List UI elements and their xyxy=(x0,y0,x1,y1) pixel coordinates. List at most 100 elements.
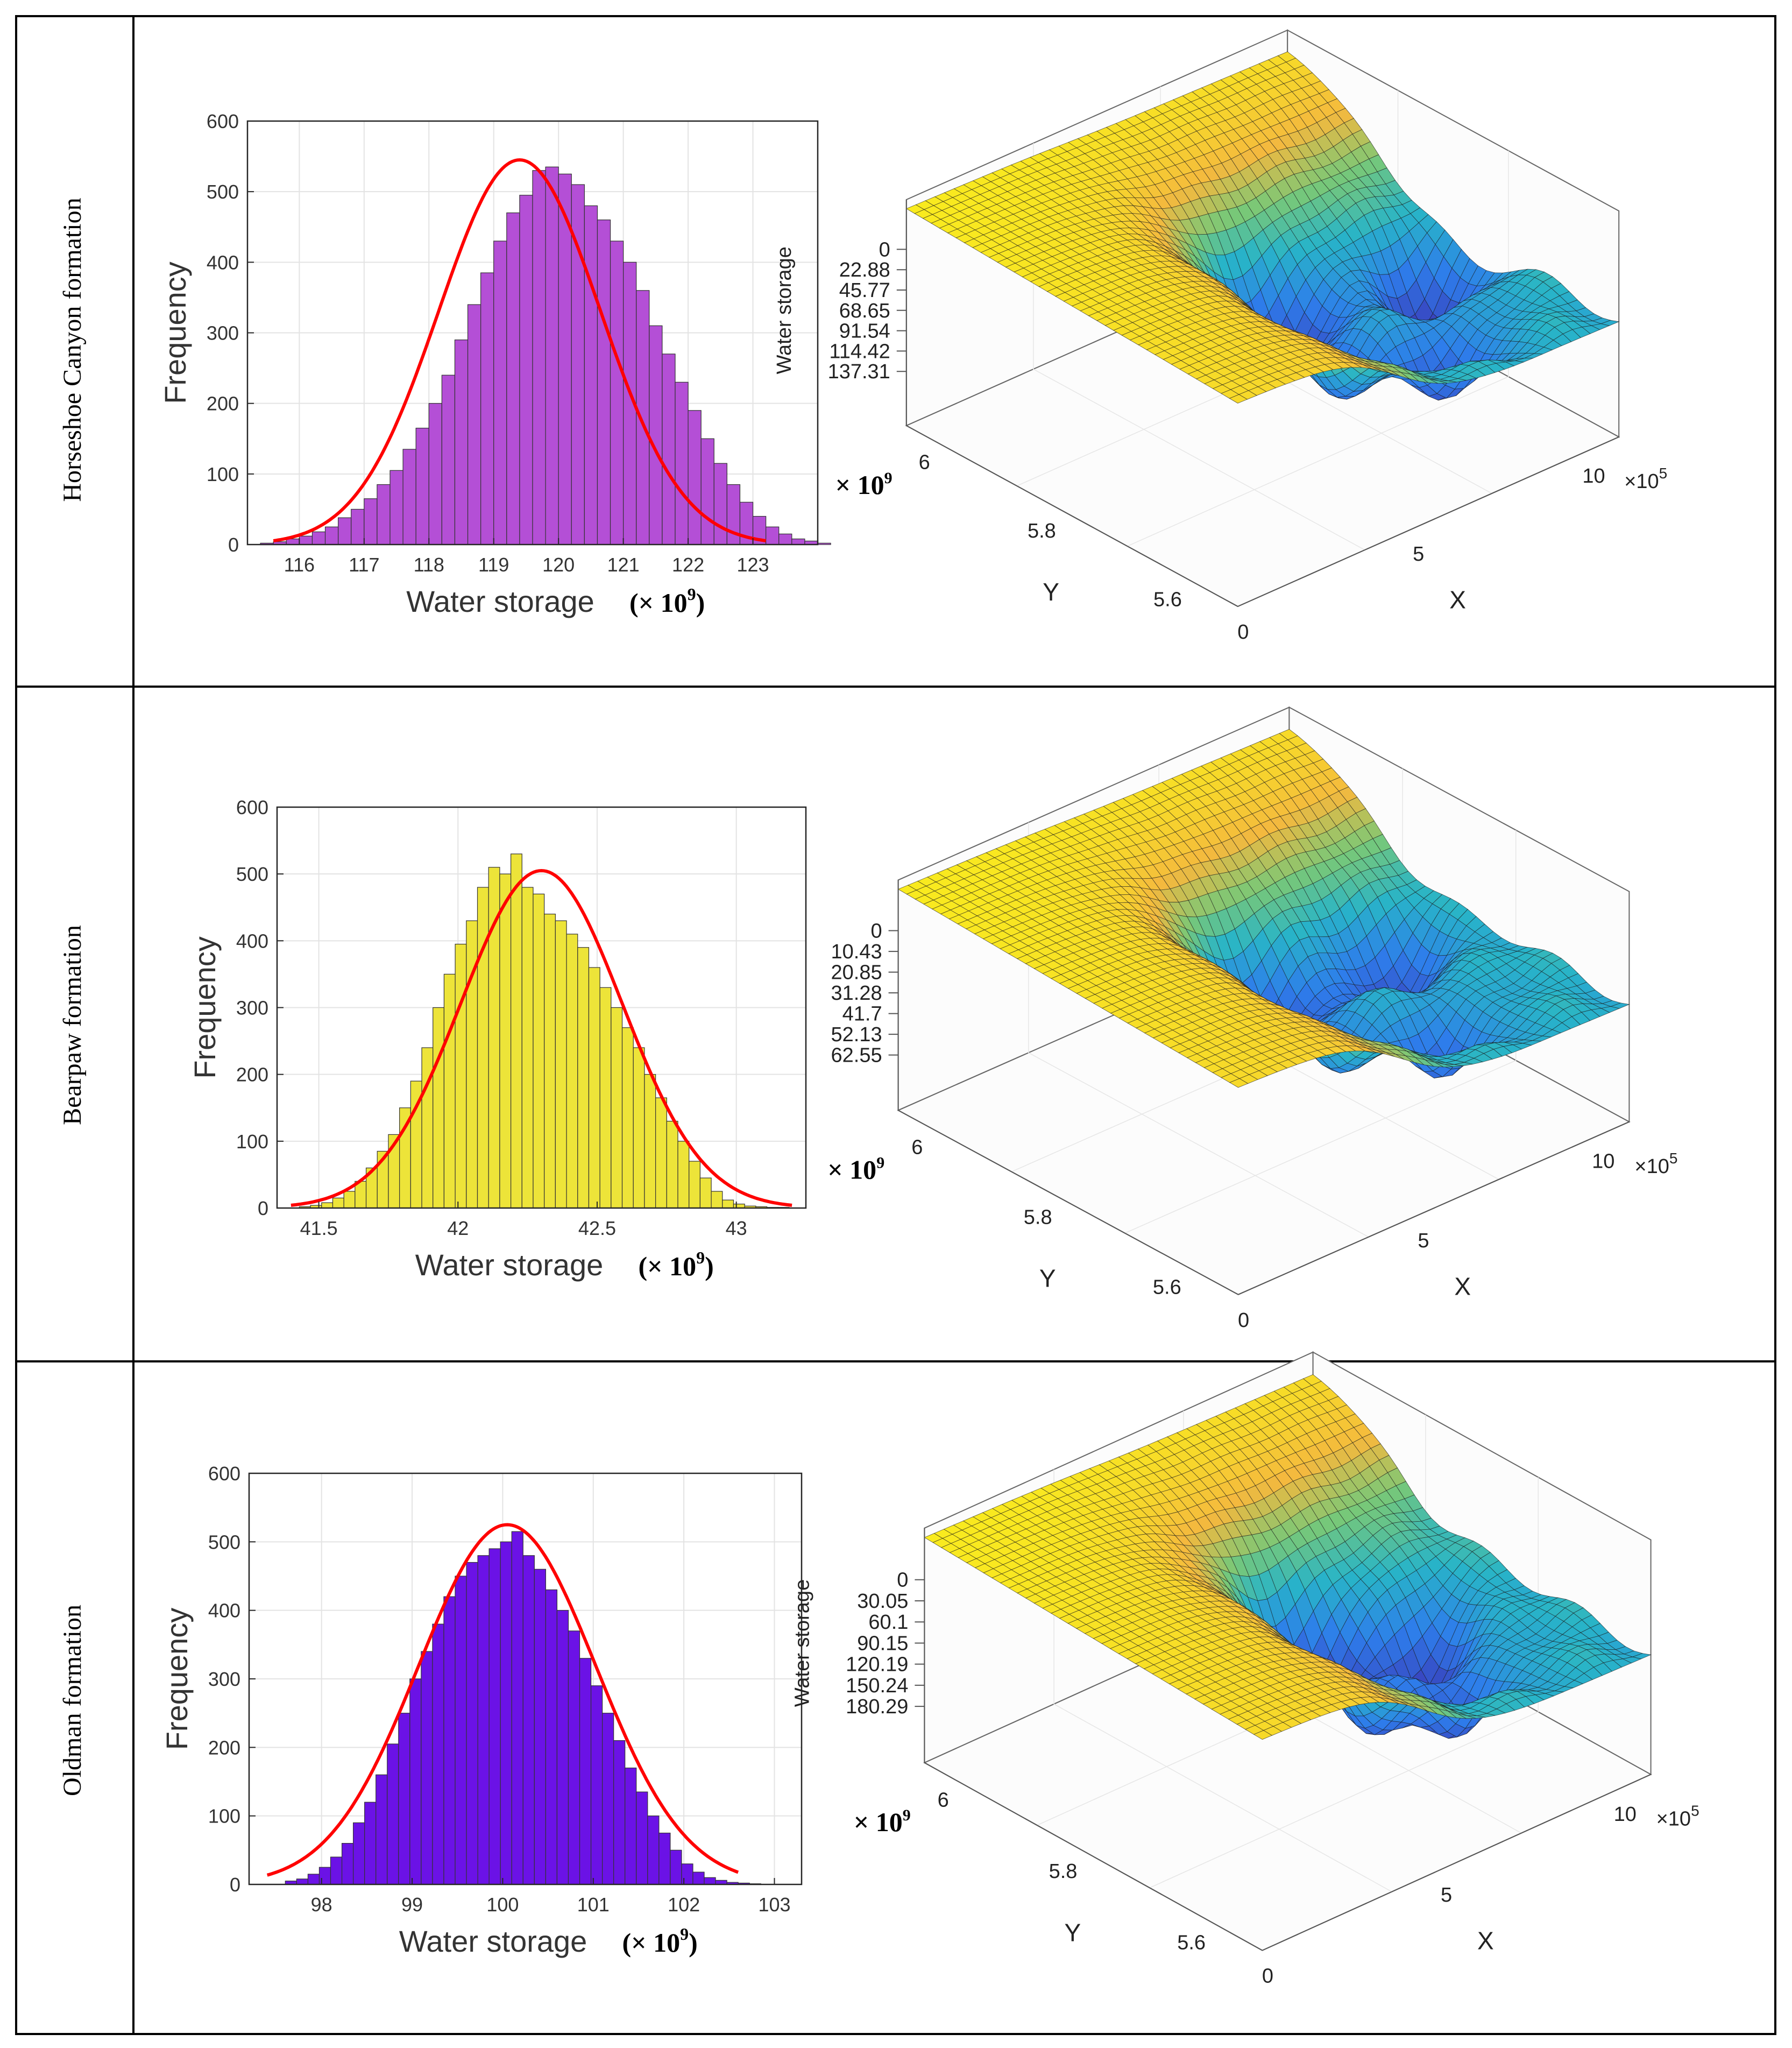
pane-gridline xyxy=(1127,151,1509,547)
histogram-bar xyxy=(376,1774,388,1885)
z-tick-label: 114.42 xyxy=(829,340,890,363)
histogram-bar xyxy=(510,853,522,1209)
histogram-bar xyxy=(432,1623,444,1885)
y-scale-label: × 109 xyxy=(835,469,893,500)
x-unit-prefix: (× 10 xyxy=(639,1251,697,1281)
x-tick-label: 98 xyxy=(311,1894,332,1916)
histogram-bar xyxy=(555,920,567,1209)
z-tick-label: 62.55 xyxy=(831,1044,882,1067)
histogram-bar xyxy=(343,1191,356,1209)
y-tick-label: 500 xyxy=(207,181,239,203)
y-scale-base: × 10 xyxy=(835,470,884,500)
x-axis-label: Water storage xyxy=(415,1248,604,1282)
z-tick-label: 0 xyxy=(879,238,890,261)
x-unit-exponent: 9 xyxy=(680,1924,689,1944)
histogram-bar xyxy=(677,1141,690,1209)
x-tick-label: 41.5 xyxy=(300,1217,338,1239)
histogram-bar xyxy=(584,205,598,545)
histogram-bar xyxy=(377,484,391,545)
histogram-bar xyxy=(544,914,556,1209)
histogram-bar xyxy=(351,509,365,545)
histogram-bar xyxy=(700,438,714,545)
histogram-bar xyxy=(817,542,831,545)
x-tick-label: 5 xyxy=(1418,1230,1429,1252)
x-tick-label: 0 xyxy=(1237,621,1249,644)
table-border xyxy=(15,15,1776,2035)
y-tick-label: 200 xyxy=(236,1064,268,1086)
z-tick-label: 31.28 xyxy=(831,982,882,1005)
histogram-bar xyxy=(534,1569,546,1885)
x-axis-label: X xyxy=(1449,585,1466,613)
y-tick-label: 300 xyxy=(208,1668,240,1690)
y-tick-label: 500 xyxy=(208,1531,240,1553)
histogram-bar xyxy=(511,1531,523,1885)
y-tick-label: 600 xyxy=(236,796,268,818)
x-scale-label: ×105 xyxy=(1634,1150,1677,1178)
z-tick-label: 0 xyxy=(870,920,882,943)
charts: 116 117 118 119 120 121 122 1230100200300400500… xyxy=(158,29,1699,1988)
y-tick-label: 5.6 xyxy=(1153,589,1182,611)
histogram-bar xyxy=(711,1191,723,1209)
histogram-bar xyxy=(655,1097,667,1209)
histogram-bar xyxy=(443,973,456,1209)
z-tick-label: 91.54 xyxy=(839,320,890,343)
x-unit-prefix: (× 10 xyxy=(622,1927,681,1958)
histogram-bar xyxy=(658,1832,671,1885)
histogram-bar xyxy=(428,403,442,545)
histogram-bar xyxy=(644,1074,656,1209)
histogram-bar xyxy=(533,893,545,1209)
x-tick-label: 102 xyxy=(668,1894,700,1916)
histogram-bar xyxy=(577,947,590,1209)
y-tick-label: 0 xyxy=(258,1197,268,1219)
y-tick-label: 100 xyxy=(207,463,239,485)
x-tick-label: 118 xyxy=(414,554,444,576)
y-tick-label: 100 xyxy=(236,1131,268,1153)
x-tick-label: 123 xyxy=(737,554,769,576)
histogram-bar xyxy=(415,427,429,545)
histogram-bar xyxy=(409,1678,422,1885)
histogram-bar xyxy=(778,533,792,545)
histogram-bar xyxy=(791,538,805,545)
x-axis-unit: (× 109) xyxy=(629,584,705,618)
y-tick-label: 200 xyxy=(208,1736,240,1759)
histogram-bar xyxy=(299,535,313,545)
histogram-bar xyxy=(321,1202,334,1209)
histogram-bar xyxy=(588,967,600,1209)
histogram-bar xyxy=(599,987,612,1209)
histogram-bar xyxy=(662,354,676,545)
y-axis-label: Y xyxy=(1043,578,1059,606)
x-axis-unit: (× 109) xyxy=(639,1248,714,1281)
histogram-bar xyxy=(499,873,512,1209)
x-tick-label: 5 xyxy=(1413,543,1424,566)
x-scale-base: ×10 xyxy=(1624,470,1659,493)
histogram-bar xyxy=(545,1589,558,1885)
x-tick-label: 103 xyxy=(758,1894,790,1916)
x-unit-exponent: 9 xyxy=(688,584,696,604)
x-tick-label: 122 xyxy=(672,554,704,576)
x-tick-label: 42.5 xyxy=(578,1217,616,1239)
histogram-bar xyxy=(480,272,494,545)
histogram-bar xyxy=(364,498,378,545)
histogram-bar xyxy=(307,1874,320,1885)
histogram-bar xyxy=(466,1562,478,1885)
x-tick-label: 42 xyxy=(447,1217,469,1239)
x-unit-prefix: (× 10 xyxy=(629,588,688,618)
histogram-4: 98 99 100 101 102 1030100200300400500600Water… xyxy=(160,1463,803,1958)
histogram-bar xyxy=(613,1740,626,1885)
z-tick-label: 41.7 xyxy=(842,1003,882,1026)
histogram-bar xyxy=(602,1713,614,1885)
histogram-bar xyxy=(398,1713,410,1885)
histogram-bar xyxy=(506,212,520,545)
x-tick-label: 10 xyxy=(1592,1150,1614,1173)
histogram-bar xyxy=(666,1120,678,1209)
histogram-bar xyxy=(689,1161,701,1209)
histogram-bar xyxy=(558,173,572,545)
histogram-bar xyxy=(500,1541,512,1885)
y-tick-label: 6 xyxy=(911,1136,923,1159)
x-tick-label: 10 xyxy=(1582,465,1605,488)
histogram-bar xyxy=(766,526,780,545)
histogram-bar xyxy=(636,290,650,545)
histogram-bar xyxy=(443,1596,456,1885)
histogram-bar xyxy=(713,463,727,545)
normal-fit-curve xyxy=(273,158,767,542)
